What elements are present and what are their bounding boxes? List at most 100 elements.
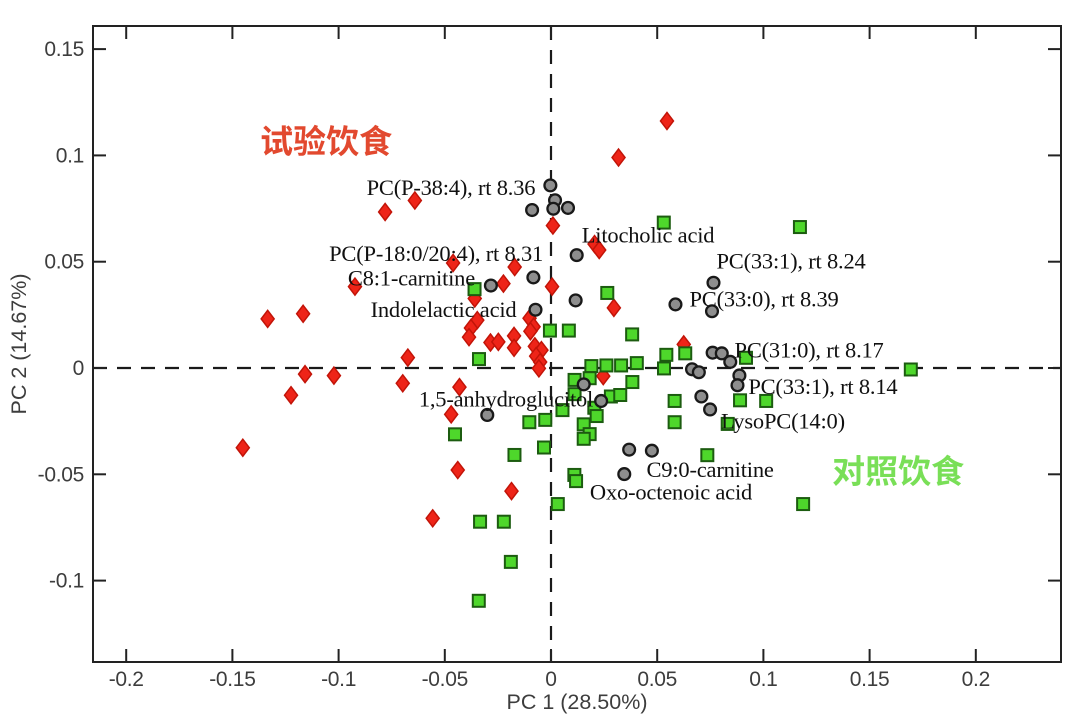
control-diet-point — [600, 285, 615, 300]
control-diet-point — [796, 497, 811, 512]
control-diet-point — [503, 554, 518, 569]
experimental-diet-point — [591, 240, 607, 260]
control-diet-point — [700, 448, 715, 463]
control-diet-point — [759, 393, 774, 408]
control-diet-point — [613, 388, 628, 403]
cjk-glyph — [898, 455, 931, 487]
control-diet-point — [667, 393, 682, 408]
metabolite-point — [644, 443, 659, 458]
control-diet-point — [467, 282, 482, 297]
experimental-diet-point — [347, 276, 363, 297]
control-diet-point — [659, 347, 674, 362]
experimental-diet-point — [235, 437, 251, 458]
y-tick-label: 0.05 — [44, 251, 84, 274]
experimental-diet-point — [326, 365, 342, 386]
experimental-diet-point — [450, 460, 466, 480]
experimental-diet-point — [531, 358, 547, 379]
metabolite-point — [668, 297, 683, 312]
control-diet-point — [656, 215, 671, 230]
experimental-diet-point — [606, 298, 622, 318]
x-tick-label: 0.05 — [637, 668, 677, 691]
metabolite-point — [694, 389, 709, 404]
metabolite-point — [525, 202, 540, 218]
experimental-diet-point — [452, 377, 467, 397]
y-tick-label: 0.15 — [44, 38, 84, 61]
metabolite-point — [691, 365, 706, 380]
x-tick-label: -0.1 — [321, 668, 356, 691]
control-diet-point — [614, 358, 629, 373]
control-diet-point — [792, 220, 807, 235]
metabolite-label: PC(33:0), rt 8.39 — [689, 287, 838, 312]
metabolite-point — [703, 402, 718, 417]
control-diet-point — [625, 375, 640, 390]
cjk-glyph — [833, 455, 864, 487]
control-diet-point — [473, 514, 488, 529]
cjk-glyph — [261, 125, 293, 156]
experimental-diet-point — [283, 385, 299, 405]
experimental-diet-point — [659, 111, 675, 131]
control-diet-point — [584, 359, 599, 374]
control-diet-point — [447, 427, 462, 442]
control-diet-point — [625, 327, 640, 342]
control-diet-point — [522, 415, 537, 430]
metabolite-label: PC(P-18:0/20:4), rt 8.31 — [329, 241, 543, 266]
control-diet-point — [550, 497, 565, 512]
experimental-diet-point — [611, 147, 626, 168]
control-diet-point — [656, 361, 671, 376]
experimental-diet-point — [395, 373, 411, 394]
axes-box — [92, 25, 1062, 663]
x-tick-label: -0.15 — [209, 668, 255, 691]
control-diet-point — [542, 323, 557, 338]
experimental-diet-point — [507, 257, 523, 277]
metabolite-point — [480, 407, 495, 423]
experimental-diet-point — [461, 327, 477, 347]
control-diet-point — [599, 358, 614, 373]
x-tick-label: -0.05 — [422, 668, 468, 691]
metabolite-point — [594, 393, 609, 409]
cjk-glyph — [359, 124, 392, 157]
metabolite-point — [576, 377, 591, 392]
metabolite-label: PC(33:1), rt 8.24 — [716, 248, 865, 273]
cjk-glyph — [931, 454, 964, 487]
metabolite-point — [706, 275, 721, 290]
experimental-diet-point — [260, 309, 276, 329]
metabolite-point — [543, 178, 558, 193]
experimental-diet-point — [522, 321, 538, 341]
y-tick-label: -0.1 — [49, 570, 84, 593]
metabolite-point — [526, 270, 541, 285]
metabolite-point — [723, 354, 738, 369]
metabolite-point — [483, 278, 498, 293]
control-diet-point — [555, 403, 570, 418]
metabolite-point — [704, 304, 720, 319]
control-diet-point — [576, 431, 591, 446]
control-diet-group-label — [833, 454, 964, 487]
experimental-diet-point — [506, 338, 522, 358]
control-diet-point — [678, 346, 693, 361]
metabolite-label: C8:1-carnitine — [348, 265, 475, 290]
cjk-glyph — [326, 125, 359, 157]
y-axis-title: PC 2 (14.67%) — [7, 273, 31, 414]
experimental-diet-point — [544, 276, 560, 297]
control-diet-point — [629, 356, 644, 371]
metabolite-point — [569, 248, 584, 263]
metabolite-point — [714, 346, 729, 361]
experimental-diet-point — [377, 202, 393, 222]
y-tick-label: 0 — [73, 357, 84, 380]
control-diet-point — [567, 387, 582, 402]
metabolite-point — [546, 201, 561, 216]
x-tick-label: 0.2 — [962, 668, 990, 691]
metabolite-point — [528, 302, 543, 317]
experimental-diet-point — [545, 215, 561, 236]
metabolite-point — [617, 467, 632, 482]
control-diet-point — [536, 440, 551, 455]
experimental-diet-point — [407, 190, 423, 211]
metabolite-point — [730, 378, 745, 393]
control-diet-point — [738, 350, 753, 365]
control-diet-point — [538, 412, 553, 427]
cjk-glyph — [866, 456, 898, 487]
metabolite-label: Litocholic acid — [582, 223, 715, 248]
control-diet-point — [471, 352, 486, 367]
x-axis-title: PC 1 (28.50%) — [506, 690, 647, 714]
control-diet-point — [733, 393, 748, 408]
